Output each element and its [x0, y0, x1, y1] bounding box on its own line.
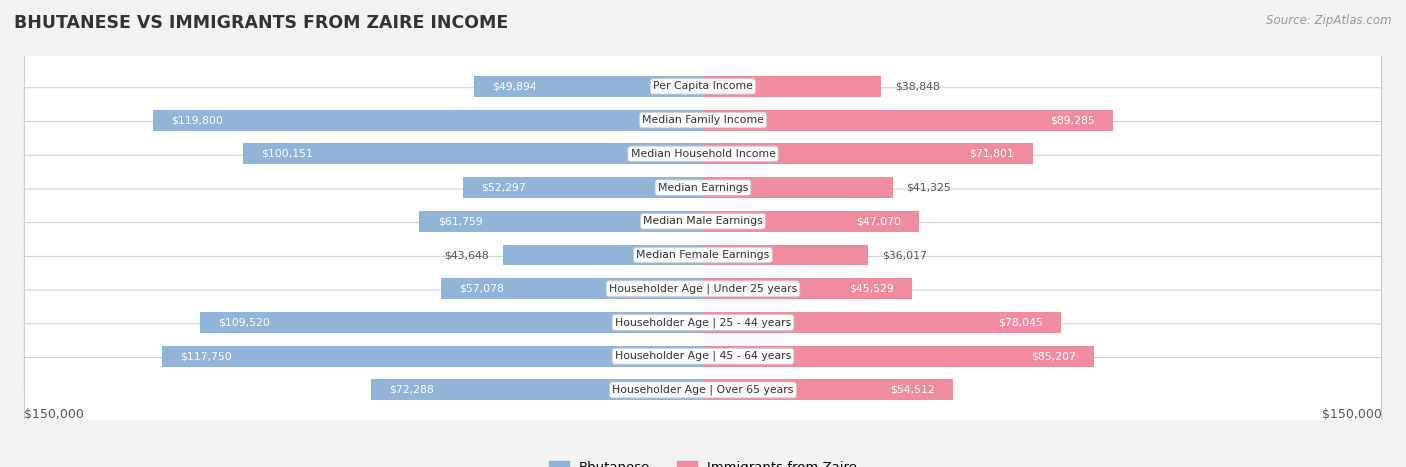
- Bar: [419, 211, 703, 232]
- Bar: [703, 312, 1062, 333]
- Text: $119,800: $119,800: [172, 115, 224, 125]
- Text: $45,529: $45,529: [849, 284, 894, 294]
- Text: $109,520: $109,520: [218, 318, 270, 327]
- Text: $85,207: $85,207: [1031, 351, 1076, 361]
- FancyBboxPatch shape: [24, 88, 1382, 153]
- FancyBboxPatch shape: [24, 290, 1382, 355]
- Bar: [703, 110, 1114, 131]
- Text: Median Earnings: Median Earnings: [658, 183, 748, 192]
- Text: $38,848: $38,848: [896, 81, 941, 92]
- Bar: [441, 278, 703, 299]
- Bar: [502, 245, 703, 265]
- FancyBboxPatch shape: [24, 155, 1382, 220]
- Bar: [703, 245, 869, 265]
- Text: Householder Age | Under 25 years: Householder Age | Under 25 years: [609, 283, 797, 294]
- Bar: [371, 380, 703, 400]
- Text: Median Female Earnings: Median Female Earnings: [637, 250, 769, 260]
- Bar: [162, 346, 703, 367]
- Bar: [474, 76, 703, 97]
- Text: Householder Age | 25 - 44 years: Householder Age | 25 - 44 years: [614, 317, 792, 328]
- Text: Householder Age | 45 - 64 years: Householder Age | 45 - 64 years: [614, 351, 792, 361]
- FancyBboxPatch shape: [24, 358, 1382, 422]
- Text: $71,801: $71,801: [970, 149, 1014, 159]
- Text: $117,750: $117,750: [180, 351, 232, 361]
- Text: Median Household Income: Median Household Income: [630, 149, 776, 159]
- Bar: [703, 76, 882, 97]
- FancyBboxPatch shape: [24, 54, 1382, 119]
- Bar: [703, 143, 1033, 164]
- FancyBboxPatch shape: [24, 189, 1382, 254]
- Text: $100,151: $100,151: [262, 149, 314, 159]
- Text: $41,325: $41,325: [907, 183, 952, 192]
- Bar: [703, 346, 1094, 367]
- Text: $78,045: $78,045: [998, 318, 1043, 327]
- Bar: [153, 110, 703, 131]
- Text: Median Family Income: Median Family Income: [643, 115, 763, 125]
- Text: $72,288: $72,288: [389, 385, 434, 395]
- Text: Source: ZipAtlas.com: Source: ZipAtlas.com: [1267, 14, 1392, 27]
- FancyBboxPatch shape: [24, 324, 1382, 389]
- Text: $52,297: $52,297: [481, 183, 526, 192]
- FancyBboxPatch shape: [24, 121, 1382, 186]
- Text: $49,894: $49,894: [492, 81, 537, 92]
- Text: $150,000: $150,000: [24, 409, 84, 422]
- Text: $43,648: $43,648: [444, 250, 489, 260]
- FancyBboxPatch shape: [24, 256, 1382, 321]
- Bar: [703, 278, 912, 299]
- Text: $57,078: $57,078: [460, 284, 505, 294]
- Text: $47,070: $47,070: [856, 216, 901, 226]
- Text: $54,512: $54,512: [890, 385, 935, 395]
- Text: Householder Age | Over 65 years: Householder Age | Over 65 years: [612, 385, 794, 395]
- Bar: [703, 380, 953, 400]
- Bar: [703, 211, 920, 232]
- Bar: [463, 177, 703, 198]
- Legend: Bhutanese, Immigrants from Zaire: Bhutanese, Immigrants from Zaire: [544, 456, 862, 467]
- Text: $36,017: $36,017: [882, 250, 927, 260]
- Bar: [243, 143, 703, 164]
- Text: $89,285: $89,285: [1050, 115, 1095, 125]
- Bar: [200, 312, 703, 333]
- Text: $150,000: $150,000: [1322, 409, 1382, 422]
- Bar: [703, 177, 893, 198]
- Text: BHUTANESE VS IMMIGRANTS FROM ZAIRE INCOME: BHUTANESE VS IMMIGRANTS FROM ZAIRE INCOM…: [14, 14, 509, 32]
- FancyBboxPatch shape: [24, 223, 1382, 287]
- Text: Median Male Earnings: Median Male Earnings: [643, 216, 763, 226]
- Text: Per Capita Income: Per Capita Income: [652, 81, 754, 92]
- Text: $61,759: $61,759: [437, 216, 482, 226]
